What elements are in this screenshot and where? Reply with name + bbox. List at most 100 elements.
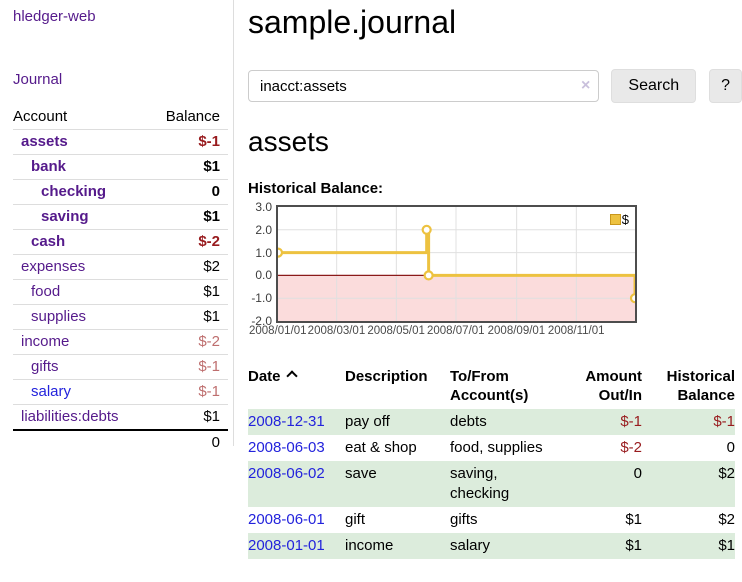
account-balance: 0 bbox=[148, 179, 228, 205]
accounts-total-row: 0 bbox=[13, 429, 228, 455]
app-title-link[interactable]: hledger-web bbox=[13, 8, 96, 25]
transaction-balance: 0 bbox=[726, 439, 735, 456]
y-axis-tick: -2.0 bbox=[251, 314, 272, 328]
account-row: food $1 bbox=[13, 279, 228, 305]
account-row: liabilities:debts $1 bbox=[13, 404, 228, 431]
transaction-row: 2008-06-01 gift gifts $1 $2 bbox=[248, 507, 735, 533]
account-balance: $1 bbox=[148, 154, 228, 180]
transaction-balance: $2 bbox=[718, 511, 735, 528]
transaction-description: gift bbox=[345, 511, 366, 528]
account-link[interactable]: cash bbox=[31, 233, 66, 250]
x-axis-tick: 2008/11/01 bbox=[547, 325, 605, 337]
sidebar-item-journal[interactable]: Journal bbox=[13, 71, 63, 88]
account-balance: $1 bbox=[148, 204, 228, 230]
account-link[interactable]: liabilities:debts bbox=[21, 408, 119, 425]
data-point bbox=[423, 270, 434, 281]
main-panel: sample.journal × Search ? assets Histori… bbox=[248, 0, 742, 559]
transaction-row: 2008-01-01 income salary $1 $1 bbox=[248, 533, 735, 559]
page-title: sample.journal bbox=[248, 4, 457, 40]
account-row: supplies $1 bbox=[13, 304, 228, 330]
transaction-date-link[interactable]: 2008-06-03 bbox=[248, 439, 325, 456]
account-link[interactable]: checking bbox=[41, 183, 107, 200]
account-balance: $-1 bbox=[148, 379, 228, 405]
transaction-row: 2008-06-03 eat & shop food, supplies $-2… bbox=[248, 435, 735, 461]
account-row: checking 0 bbox=[13, 179, 228, 205]
transaction-date-link[interactable]: 2008-06-02 bbox=[248, 465, 325, 482]
transactions-table: Date Description To/From Account(s) Amou… bbox=[248, 365, 735, 559]
transaction-description: eat & shop bbox=[345, 439, 417, 456]
header-accounts: To/From Account(s) bbox=[450, 368, 529, 404]
search-form: × Search ? bbox=[248, 69, 742, 103]
sort-ascending-icon bbox=[285, 370, 298, 382]
header-date[interactable]: Date bbox=[248, 365, 345, 409]
transaction-accounts: gifts bbox=[450, 511, 478, 528]
account-link[interactable]: gifts bbox=[31, 358, 59, 375]
help-button[interactable]: ? bbox=[709, 69, 742, 103]
header-description: Description bbox=[345, 368, 428, 385]
y-axis-tick: 2.0 bbox=[255, 222, 272, 237]
chart-legend: $ bbox=[609, 212, 629, 227]
account-balance: $1 bbox=[148, 279, 228, 305]
transaction-description: income bbox=[345, 537, 394, 554]
y-axis-tick: 0.0 bbox=[255, 268, 272, 283]
transaction-accounts: saving, checking bbox=[450, 465, 510, 502]
account-balance: $2 bbox=[148, 254, 228, 280]
transaction-accounts: salary bbox=[450, 537, 491, 554]
x-axis-tick: 2008/07/01 bbox=[427, 325, 485, 337]
account-link[interactable]: assets bbox=[21, 133, 68, 150]
data-point bbox=[278, 247, 284, 258]
transactions-body: 2008-12-31 pay off debts $-1 $-1 2008-06… bbox=[248, 409, 735, 559]
account-row: income $-2 bbox=[13, 329, 228, 355]
chart-label: Historical Balance: bbox=[248, 180, 384, 197]
transaction-amount: $-1 bbox=[620, 413, 642, 430]
account-row: saving $1 bbox=[13, 204, 228, 230]
chart-plot-area: $ bbox=[276, 205, 637, 323]
clear-search-icon[interactable]: × bbox=[581, 77, 591, 94]
account-row: expenses $2 bbox=[13, 254, 228, 280]
accounts-body: assets $-1 bank $1 checking 0 saving $1 … bbox=[13, 129, 228, 431]
account-heading: assets bbox=[248, 126, 329, 157]
accounts-header-row: Account Balance bbox=[13, 105, 228, 130]
transaction-description: save bbox=[345, 465, 377, 482]
account-row: gifts $-1 bbox=[13, 354, 228, 380]
x-axis-tick: 2008/05/01 bbox=[367, 325, 425, 337]
search-input[interactable] bbox=[248, 70, 600, 102]
transaction-row: 2008-12-31 pay off debts $-1 $-1 bbox=[248, 409, 735, 435]
transactions-header-row: Date Description To/From Account(s) Amou… bbox=[248, 365, 735, 409]
account-balance: $-1 bbox=[148, 129, 228, 155]
transaction-amount: 0 bbox=[633, 465, 642, 482]
transaction-date-link[interactable]: 2008-01-01 bbox=[248, 537, 325, 554]
account-link[interactable]: bank bbox=[31, 158, 67, 175]
sidebar-divider bbox=[233, 0, 234, 446]
transaction-amount: $1 bbox=[625, 511, 642, 528]
account-link[interactable]: salary bbox=[31, 383, 72, 400]
account-row: bank $1 bbox=[13, 154, 228, 180]
account-link[interactable]: food bbox=[31, 283, 61, 300]
header-amount: Amount Out/In bbox=[585, 368, 642, 404]
transaction-row: 2008-06-02 save saving, checking 0 $2 bbox=[248, 461, 735, 507]
account-link[interactable]: expenses bbox=[21, 258, 86, 275]
header-balance: Historical Balance bbox=[666, 368, 735, 404]
accounts-total-value: 0 bbox=[148, 429, 228, 455]
transaction-accounts: food, supplies bbox=[450, 439, 543, 456]
transaction-balance: $2 bbox=[718, 465, 735, 482]
account-balance: $1 bbox=[148, 404, 228, 431]
search-button[interactable]: Search bbox=[611, 69, 697, 103]
account-link[interactable]: income bbox=[21, 333, 70, 350]
x-axis-tick: 2008/09/01 bbox=[487, 325, 546, 337]
account-balance: $1 bbox=[148, 304, 228, 330]
chart-canvas bbox=[278, 207, 635, 321]
transaction-date-link[interactable]: 2008-12-31 bbox=[248, 413, 325, 430]
search-box: × bbox=[248, 70, 600, 102]
accounts-header-account: Account bbox=[13, 105, 149, 130]
y-axis-tick: 3.0 bbox=[255, 200, 272, 214]
data-point bbox=[421, 224, 432, 235]
account-link[interactable]: saving bbox=[41, 208, 89, 225]
transaction-date-link[interactable]: 2008-06-01 bbox=[248, 511, 325, 528]
legend-swatch-icon bbox=[609, 214, 621, 225]
transaction-accounts: debts bbox=[450, 413, 487, 430]
accounts-table: Account Balance assets $-1 bank $1 check… bbox=[13, 105, 228, 455]
x-axis-tick: 2008/01/01 bbox=[249, 325, 307, 337]
account-link[interactable]: supplies bbox=[31, 308, 87, 325]
sidebar: hledger-web Journal Account Balance asse… bbox=[0, 0, 233, 455]
